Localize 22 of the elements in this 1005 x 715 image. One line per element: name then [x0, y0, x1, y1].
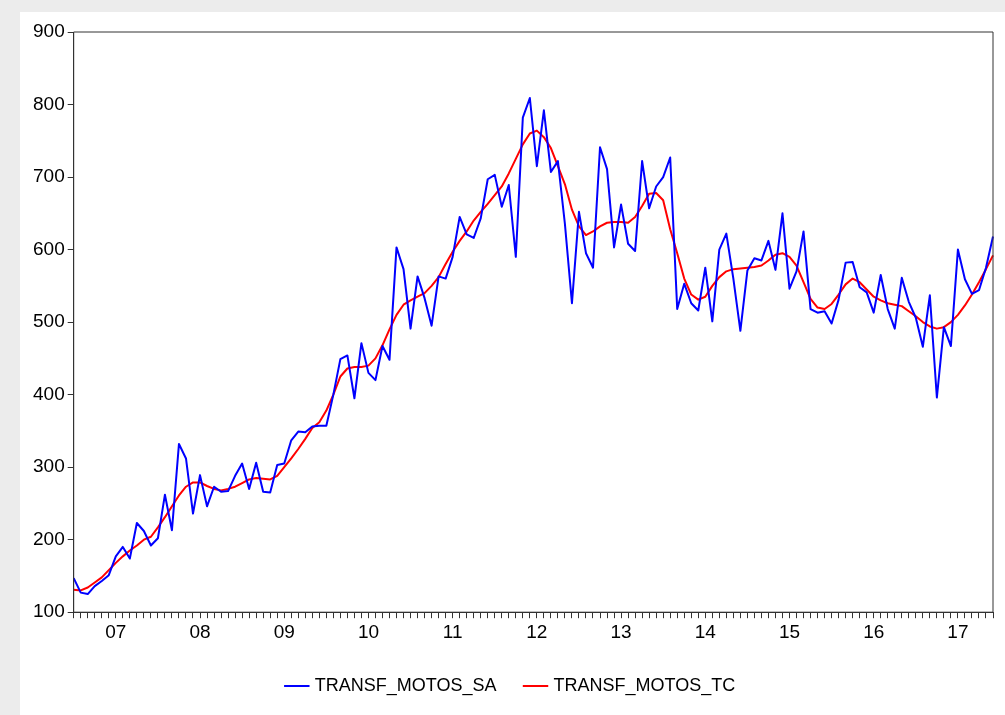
- y-tick-label: 300: [33, 455, 65, 477]
- legend-label: TRANSF_MOTOS_TC: [553, 674, 736, 696]
- x-tick-label: 11: [442, 620, 463, 642]
- x-tick-label: 14: [694, 620, 717, 642]
- y-tick-label: 200: [33, 527, 65, 549]
- x-tick-label: 07: [105, 620, 127, 642]
- x-tick-label: 13: [610, 620, 632, 642]
- y-tick-label: 500: [33, 310, 65, 332]
- x-tick-label: 09: [273, 620, 295, 642]
- x-tick-label: 08: [189, 620, 211, 642]
- y-tick-label: 700: [33, 165, 65, 187]
- x-tick-label: 10: [357, 620, 380, 642]
- x-tick-label: 15: [778, 620, 801, 642]
- y-tick-label: 100: [33, 600, 65, 622]
- y-tick-label: 900: [33, 20, 65, 42]
- x-tick-label: 17: [947, 620, 969, 642]
- legend-label: TRANSF_MOTOS_SA: [314, 674, 497, 696]
- x-tick-label: 16: [863, 620, 885, 642]
- y-tick-label: 600: [33, 237, 65, 259]
- y-tick-label: 800: [33, 92, 65, 114]
- y-tick-label: 400: [33, 382, 65, 404]
- x-tick-label: 12: [526, 620, 548, 642]
